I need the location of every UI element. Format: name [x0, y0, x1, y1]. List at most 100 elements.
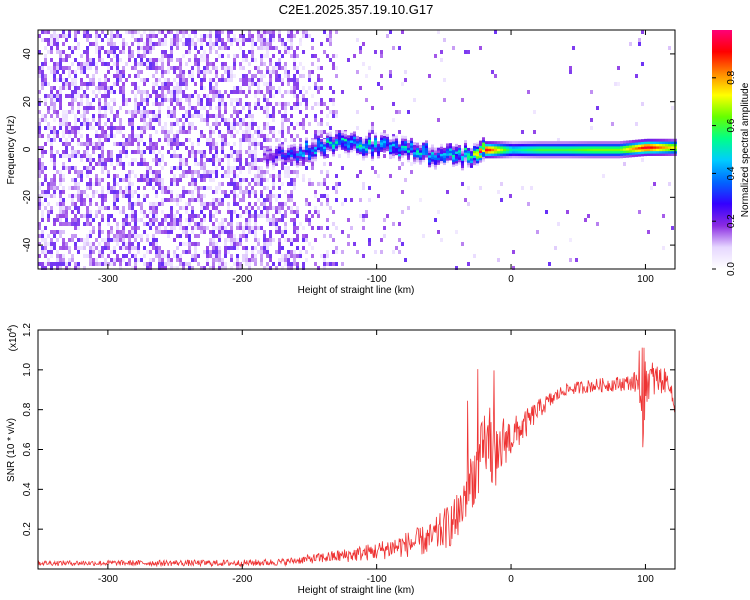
- spectrogram-cell: [59, 178, 62, 182]
- spectrogram-cell: [299, 102, 302, 106]
- spectrogram-cell: [71, 198, 74, 202]
- spectrogram-cell: [80, 86, 83, 90]
- spectrogram-cell: [323, 102, 326, 106]
- spectrogram-signal-cell: [512, 143, 515, 147]
- spectrogram-cell: [119, 154, 122, 158]
- spectrogram-cell: [50, 138, 53, 142]
- spectrogram-cell: [251, 142, 254, 146]
- spectrogram-cell: [74, 266, 77, 270]
- spectrogram-signal-cell: [452, 156, 455, 160]
- spectrogram-cell: [254, 158, 257, 162]
- spectrogram-signal-cell: [488, 155, 491, 159]
- spectrogram-cell: [212, 190, 215, 194]
- spectrogram-cell: [356, 174, 359, 178]
- spectrogram-cell: [353, 242, 356, 246]
- spectrogram-cell: [212, 142, 215, 146]
- spectrogram-cell: [50, 90, 53, 94]
- spectrogram-cell: [290, 194, 293, 198]
- spectrogram-signal-cell: [455, 153, 458, 157]
- spectrogram-signal-cell: [362, 150, 365, 154]
- spectrogram-signal-cell: [293, 148, 296, 152]
- spectrogram-cell: [239, 198, 242, 202]
- spectrogram-cell: [122, 126, 125, 130]
- spectrogram-signal-cell: [638, 153, 641, 157]
- spectrogram-signal-cell: [278, 153, 281, 157]
- spectrogram-cell: [149, 206, 152, 210]
- spectrogram-signal-cell: [473, 159, 476, 163]
- spectrogram-signal-cell: [593, 155, 596, 159]
- spectrogram-signal-cell: [539, 155, 542, 159]
- spectrogram-cell: [146, 102, 149, 106]
- spectrogram-signal-cell: [335, 131, 338, 135]
- spectrogram-cell: [404, 70, 407, 74]
- spectrogram-cell: [182, 266, 185, 270]
- spectrogram-cell: [200, 218, 203, 222]
- spectrogram-cell: [650, 186, 653, 190]
- spectrogram-cell: [44, 30, 47, 34]
- spectrogram-cell: [320, 86, 323, 90]
- spectrogram-cell: [50, 142, 53, 146]
- spectrogram-cell: [149, 30, 152, 34]
- spectrogram-cell: [329, 262, 332, 266]
- spectrogram-cell: [125, 150, 128, 154]
- spectrogram-signal-cell: [473, 157, 476, 161]
- spectrogram-signal-cell: [272, 154, 275, 158]
- spectrogram-cell: [266, 218, 269, 222]
- spectrogram-signal-cell: [464, 152, 467, 155]
- spectrogram-cell: [275, 218, 278, 222]
- spectrogram-cell: [287, 130, 290, 134]
- spectrogram-cell: [266, 206, 269, 210]
- spectrogram-cell: [335, 66, 338, 70]
- spectrogram-cell: [80, 198, 83, 202]
- spectrogram-cell: [242, 130, 245, 134]
- spectrogram-cell: [143, 194, 146, 198]
- spectrogram-cell: [122, 178, 125, 182]
- spectrogram-cell: [113, 262, 116, 266]
- spectrogram-cell: [227, 158, 230, 162]
- spectrogram-cell: [149, 170, 152, 174]
- spectrogram-cell: [47, 122, 50, 126]
- spectrogram-cell: [86, 234, 89, 238]
- spectrogram-cell: [140, 218, 143, 222]
- spectrogram-cell: [50, 246, 53, 250]
- spectrogram-cell: [110, 214, 113, 218]
- spectrogram-cell: [299, 254, 302, 258]
- spectrogram-signal-cell: [485, 153, 488, 156]
- spectrogram-cell: [245, 54, 248, 58]
- spectrogram-cell: [77, 142, 80, 146]
- spectrogram-cell: [239, 122, 242, 126]
- spectrogram-cell: [134, 66, 137, 70]
- spectrogram-signal-cell: [566, 150, 569, 154]
- spectrogram-cell: [362, 218, 365, 222]
- spectrogram-cell: [149, 242, 152, 246]
- spectrogram-signal-cell: [671, 145, 674, 149]
- spectrogram-cell: [242, 42, 245, 46]
- spectrogram-cell: [143, 46, 146, 50]
- spectrogram-cell: [41, 38, 44, 42]
- spectrogram-cell: [164, 122, 167, 126]
- spectrogram-cell: [113, 74, 116, 78]
- spectrogram-cell: [38, 34, 41, 38]
- spectrogram-cell: [224, 254, 227, 258]
- spectrogram-signal-cell: [341, 146, 344, 150]
- spectrogram-cell: [236, 202, 239, 206]
- spectrogram-signal-cell: [284, 154, 287, 158]
- spectrogram-signal-cell: [296, 160, 299, 163]
- spectrogram-cell: [239, 226, 242, 230]
- spectrogram-cell: [164, 98, 167, 102]
- spectrogram-cell: [95, 86, 98, 90]
- spectrogram-cell: [200, 154, 203, 158]
- y-tick-label: 40: [22, 48, 33, 60]
- spectrogram-cell: [233, 238, 236, 242]
- spectrogram-cell: [215, 190, 218, 194]
- spectrogram-signal-cell: [644, 148, 647, 152]
- spectrogram-cell: [194, 198, 197, 202]
- spectrogram-cell: [236, 90, 239, 94]
- spectrogram-signal-cell: [305, 154, 308, 158]
- spectrogram-cell: [50, 178, 53, 182]
- spectrogram-cell: [173, 238, 176, 242]
- spectrogram-cell: [275, 266, 278, 270]
- spectrogram-signal-cell: [467, 162, 470, 166]
- spectrogram-cell: [293, 34, 296, 38]
- spectrogram-cell: [71, 194, 74, 198]
